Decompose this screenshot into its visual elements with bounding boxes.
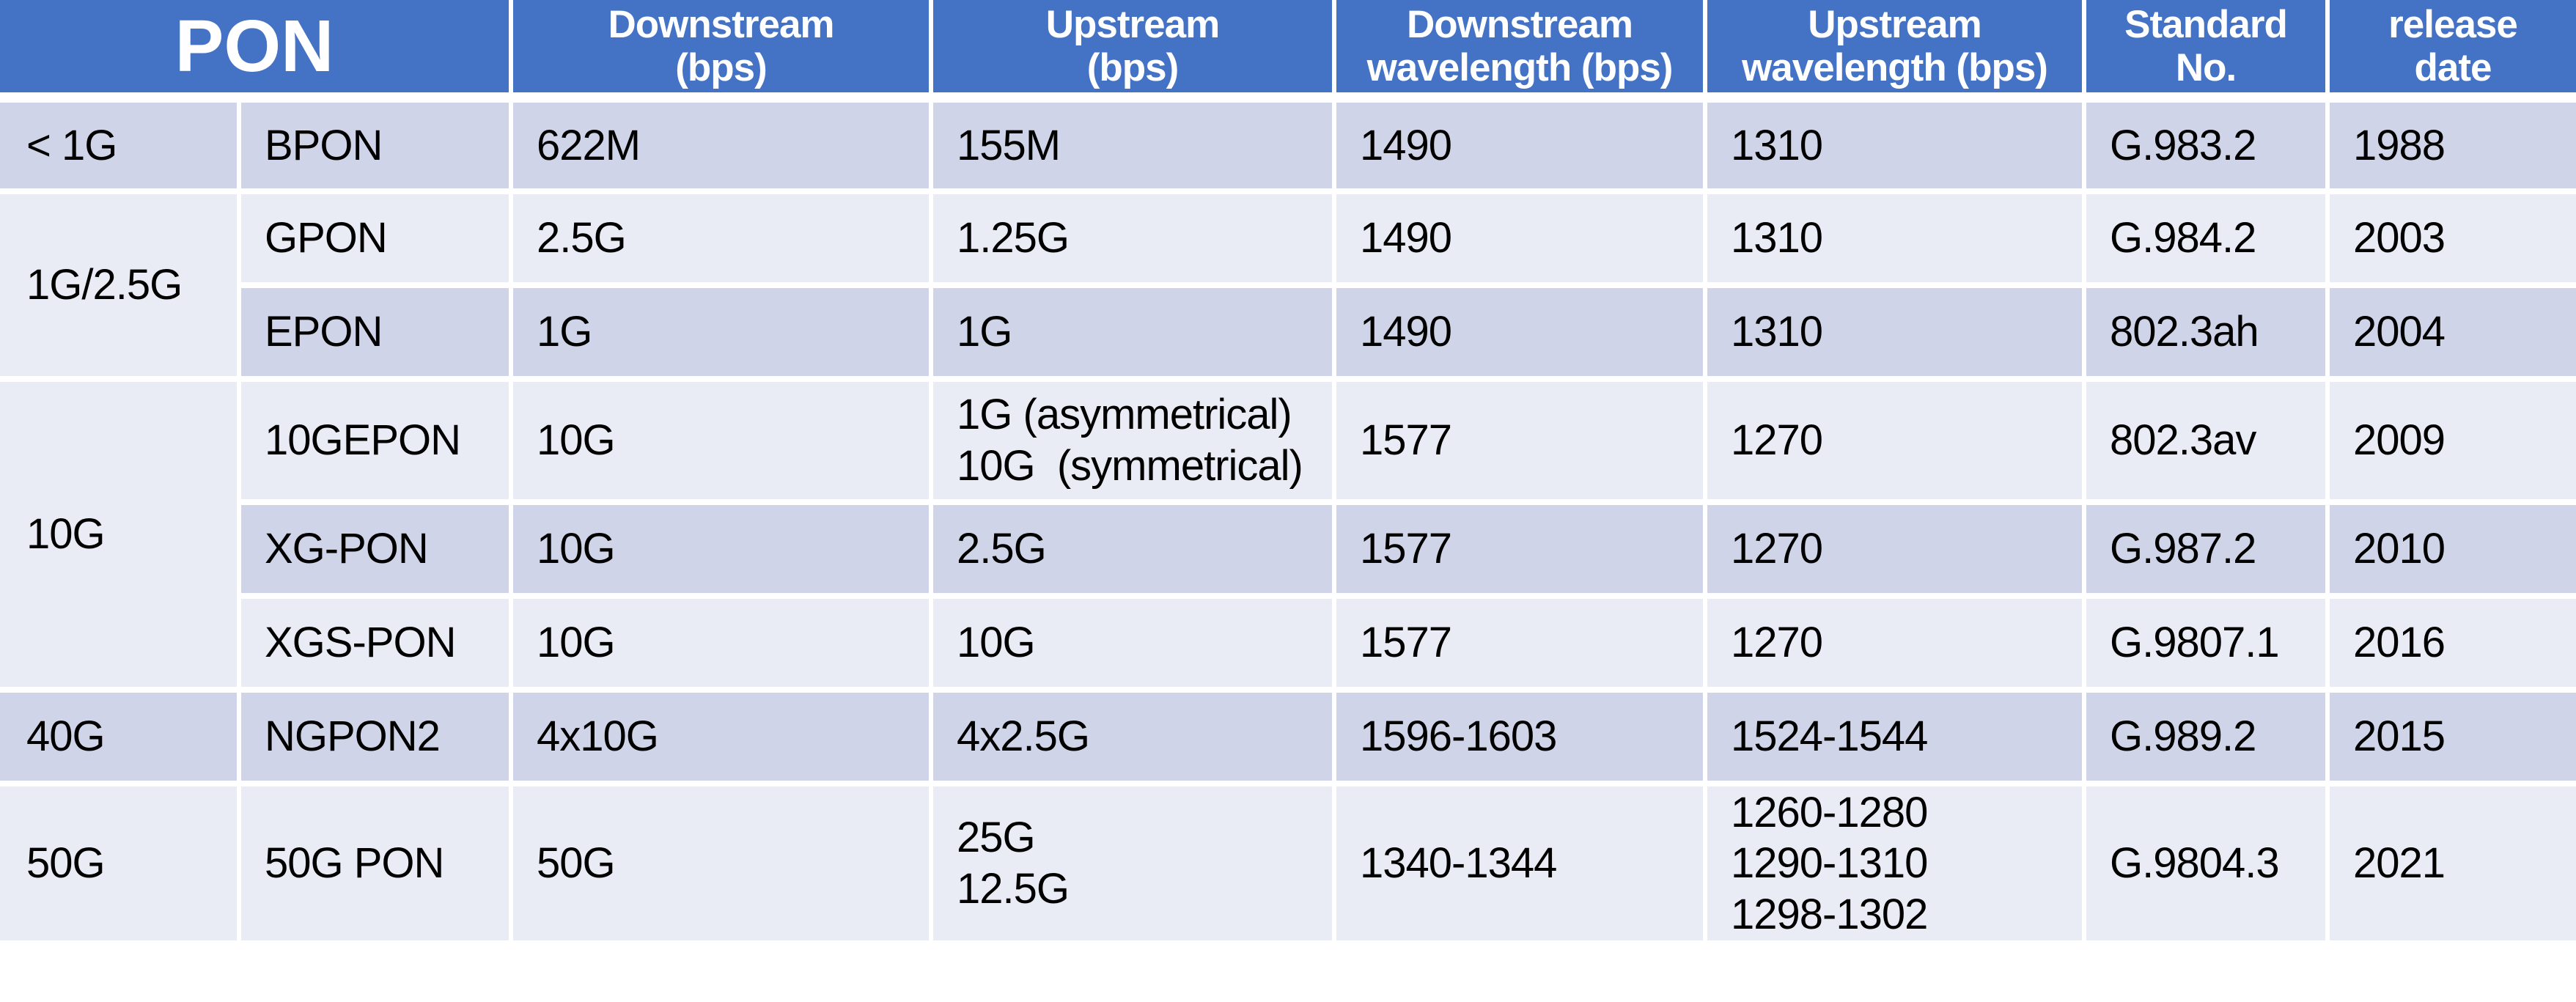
pon-type-cell: 10GEPON: [236, 376, 514, 505]
downstream-wavelength-cell: 1577: [1332, 499, 1708, 599]
pon-type-cell: XGS-PON: [236, 593, 514, 693]
downstream-wavelength-cell: 1577: [1332, 593, 1708, 693]
downstream-wavelength-cell: 1340-1344: [1332, 781, 1708, 946]
upstream-wavelength-cell: 1270: [1703, 593, 2087, 693]
pon-standards-table: PON Downstream (bps) Upstream (bps) Down…: [0, 0, 2576, 946]
table-row-10gepon: 10G 10GEPON 10G 1G (asymmetrical) 10G (symm…: [0, 376, 2576, 693]
standard-no-cell: 802.3av: [2082, 376, 2330, 505]
col-header-upstream: Upstream (bps): [929, 0, 1337, 103]
upstream-wavelength-cell: 1270: [1703, 499, 2087, 599]
col-header-release-date: release date: [2325, 0, 2576, 103]
table-header: PON Downstream (bps) Upstream (bps) Down…: [0, 0, 2576, 103]
col-header-downstream: Downstream (bps): [509, 0, 934, 103]
release-date-cell: 2003: [2325, 188, 2576, 288]
upstream-cell: 4x2.5G: [929, 687, 1337, 787]
upstream-cell: 1.25G: [929, 188, 1337, 288]
downstream-wavelength-cell: 1490: [1332, 188, 1708, 288]
table-row-epon: EPON 1G 1G 1490 1310 802.3ah 2004: [0, 282, 2576, 382]
pon-type-cell: 50G PON: [236, 781, 514, 946]
standard-no-cell: 802.3ah: [2082, 282, 2330, 382]
upstream-cell: 155M: [929, 95, 1337, 194]
col-header-downstream-wavelength: Downstream wavelength (bps): [1332, 0, 1708, 103]
downstream-cell: 4x10G: [509, 687, 934, 787]
downstream-wavelength-cell: 1490: [1332, 95, 1708, 194]
group-cell-1g-2-5g: 1G/2.5G: [0, 188, 241, 382]
standard-no-cell: G.984.2: [2082, 188, 2330, 288]
table-row-gpon: 1G/2.5G GPON 2.5G 1.25G 1490 1310 G.984.2 2003: [0, 188, 2576, 382]
downstream-cell: 10G: [509, 593, 934, 693]
release-date-cell: 2004: [2325, 282, 2576, 382]
downstream-cell: 10G: [509, 376, 934, 505]
downstream-wavelength-cell: 1490: [1332, 282, 1708, 382]
col-header-standard-no: Standard No.: [2082, 0, 2330, 103]
standard-no-cell: G.983.2: [2082, 95, 2330, 194]
table-row-bpon: < 1G BPON 622M 155M 1490 1310 G.983.2 1988: [0, 95, 2576, 194]
group-cell-1g: < 1G: [0, 95, 241, 194]
upstream-cell: 1G (asymmetrical) 10G (symmetrical): [929, 376, 1337, 505]
release-date-cell: 2015: [2325, 687, 2576, 787]
downstream-wavelength-cell: 1577: [1332, 376, 1708, 505]
upstream-wavelength-cell: 1524-1544: [1703, 687, 2087, 787]
release-date-cell: 2021: [2325, 781, 2576, 946]
pon-type-cell: XG-PON: [236, 499, 514, 599]
pon-type-cell: EPON: [236, 282, 514, 382]
release-date-cell: 2010: [2325, 499, 2576, 599]
downstream-cell: 50G: [509, 781, 934, 946]
release-date-cell: 2016: [2325, 593, 2576, 693]
standard-no-cell: G.9804.3: [2082, 781, 2330, 946]
upstream-wavelength-cell: 1310: [1703, 188, 2087, 288]
group-cell-10g: 10G: [0, 376, 241, 693]
pon-type-cell: BPON: [236, 95, 514, 194]
table-row-xgs-pon: XGS-PON 10G 10G 1577 1270 G.9807.1 2016: [0, 593, 2576, 693]
group-cell-50g: 50G: [0, 781, 241, 946]
upstream-wavelength-cell: 1270: [1703, 376, 2087, 505]
upstream-cell: 2.5G: [929, 499, 1337, 599]
upstream-cell: 10G: [929, 593, 1337, 693]
upstream-wavelength-cell: 1260-1280 1290-1310 1298-1302: [1703, 781, 2087, 946]
release-date-cell: 2009: [2325, 376, 2576, 505]
downstream-wavelength-cell: 1596-1603: [1332, 687, 1708, 787]
upstream-wavelength-cell: 1310: [1703, 282, 2087, 382]
table-title: PON: [0, 0, 514, 103]
pon-type-cell: NGPON2: [236, 687, 514, 787]
standard-no-cell: G.987.2: [2082, 499, 2330, 599]
group-cell-40g: 40G: [0, 687, 241, 787]
downstream-cell: 2.5G: [509, 188, 934, 288]
table-body: < 1G BPON 622M 155M 1490 1310 G.983.2 1988 1G/2.…: [0, 95, 2576, 946]
release-date-cell: 1988: [2325, 95, 2576, 194]
header-row: PON Downstream (bps) Upstream (bps) Down…: [0, 0, 2576, 103]
upstream-cell: 1G: [929, 282, 1337, 382]
standard-no-cell: G.9807.1: [2082, 593, 2330, 693]
downstream-cell: 10G: [509, 499, 934, 599]
col-header-upstream-wavelength: Upstream wavelength (bps): [1703, 0, 2087, 103]
pon-type-cell: GPON: [236, 188, 514, 288]
table-row-50g-pon: 50G 50G PON 50G 25G 12.5G 1340-1344 1260-1280…: [0, 781, 2576, 946]
upstream-cell: 25G 12.5G: [929, 781, 1337, 946]
downstream-cell: 622M: [509, 95, 934, 194]
table-row-ngpon2: 40G NGPON2 4x10G 4x2.5G 1596-1603 1524-1544 G.…: [0, 687, 2576, 787]
standard-no-cell: G.989.2: [2082, 687, 2330, 787]
downstream-cell: 1G: [509, 282, 934, 382]
upstream-wavelength-cell: 1310: [1703, 95, 2087, 194]
table-row-xg-pon: XG-PON 10G 2.5G 1577 1270 G.987.2 2010: [0, 499, 2576, 599]
